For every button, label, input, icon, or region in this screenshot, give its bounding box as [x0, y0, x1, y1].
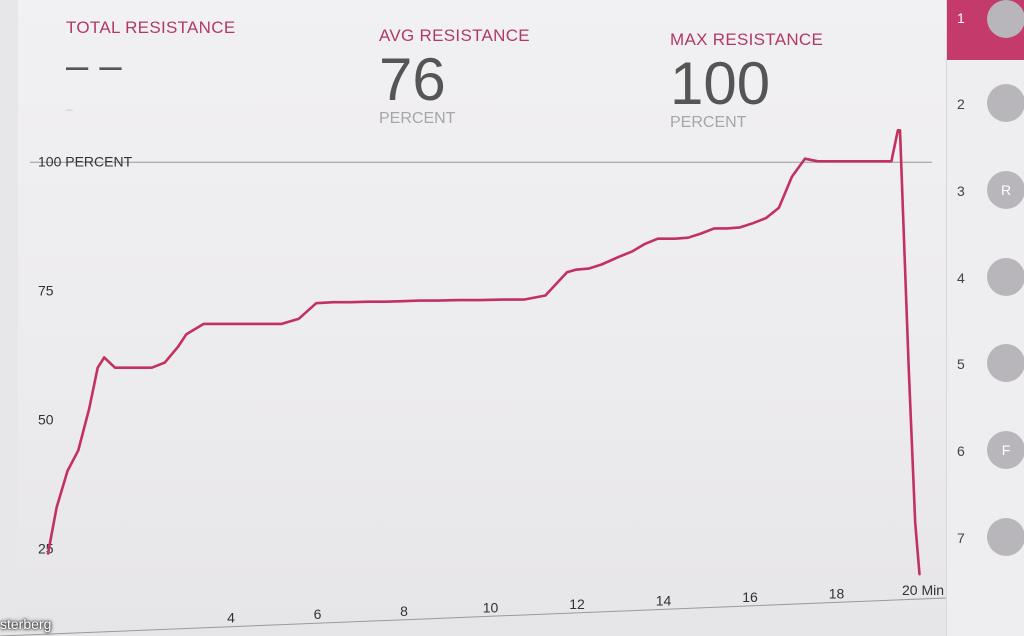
photo-credit-watermark: sterberg [0, 616, 52, 632]
leaderboard-row-1[interactable]: 1 [947, 0, 1024, 60]
y-tick-label: 25 [38, 540, 54, 556]
leaderboard-row-5[interactable]: 5 [947, 344, 1024, 432]
x-tick-label: 12 [569, 596, 585, 612]
x-tick-label: 14 [656, 592, 672, 608]
leaderboard-row-4[interactable]: 4 [947, 258, 1024, 346]
rank-number: 5 [957, 356, 965, 372]
rank-number: 6 [957, 443, 965, 459]
total-resistance-sub: – [66, 102, 73, 116]
avg-resistance-unit: PERCENT [379, 110, 456, 127]
avatar: F [987, 431, 1024, 469]
x-tick-label: 8 [400, 603, 408, 619]
resistance-line-chart: 100 PERCENT 75 50 25 4 6 8 10 12 14 16 18 20 Min [0, 129, 946, 636]
total-resistance-value: – – [66, 44, 122, 88]
x-tick-label: 6 [314, 606, 322, 622]
avatar: R [987, 171, 1024, 209]
rank-number: 4 [957, 270, 965, 286]
max-resistance-stat: MAX RESISTANCE 100 PERCENT [670, 30, 823, 132]
max-resistance-value: 100 [670, 50, 771, 117]
x-tick-label: 20 Min [902, 582, 944, 598]
max-resistance-label: MAX RESISTANCE [670, 30, 824, 49]
y-tick-label: 75 [38, 282, 54, 298]
x-axis-line [0, 597, 946, 636]
rank-number: 7 [957, 530, 965, 546]
x-tick-label: 16 [742, 589, 758, 605]
total-resistance-label: TOTAL RESISTANCE [66, 18, 236, 37]
max-resistance-unit: PERCENT [670, 114, 747, 131]
rank-number: 2 [957, 96, 965, 112]
x-tick-label: 18 [829, 585, 845, 601]
avatar [987, 258, 1024, 296]
x-tick-label: 4 [227, 610, 235, 626]
rank-number: 3 [957, 183, 965, 199]
avatar [987, 518, 1024, 556]
x-tick-label: 10 [483, 599, 499, 615]
screen: TOTAL RESISTANCE – – – AVG RESISTANCE 76… [18, 0, 946, 636]
avg-resistance-value: 76 [379, 46, 446, 113]
avg-resistance-label: AVG RESISTANCE [379, 26, 530, 45]
y-tick-label: 100 PERCENT [38, 153, 133, 169]
total-resistance-stat: TOTAL RESISTANCE – – – [66, 18, 235, 116]
avatar [987, 84, 1024, 122]
leaderboard-row-7[interactable]: 7 [947, 518, 1024, 606]
avatar [987, 344, 1024, 382]
resistance-series-line [46, 129, 921, 576]
avatar [987, 0, 1024, 38]
y-tick-label: 50 [38, 411, 54, 427]
avg-resistance-stat: AVG RESISTANCE 76 PERCENT [379, 26, 530, 128]
leaderboard-row-2[interactable]: 2 [947, 84, 1024, 172]
rank-number: 1 [957, 10, 965, 26]
